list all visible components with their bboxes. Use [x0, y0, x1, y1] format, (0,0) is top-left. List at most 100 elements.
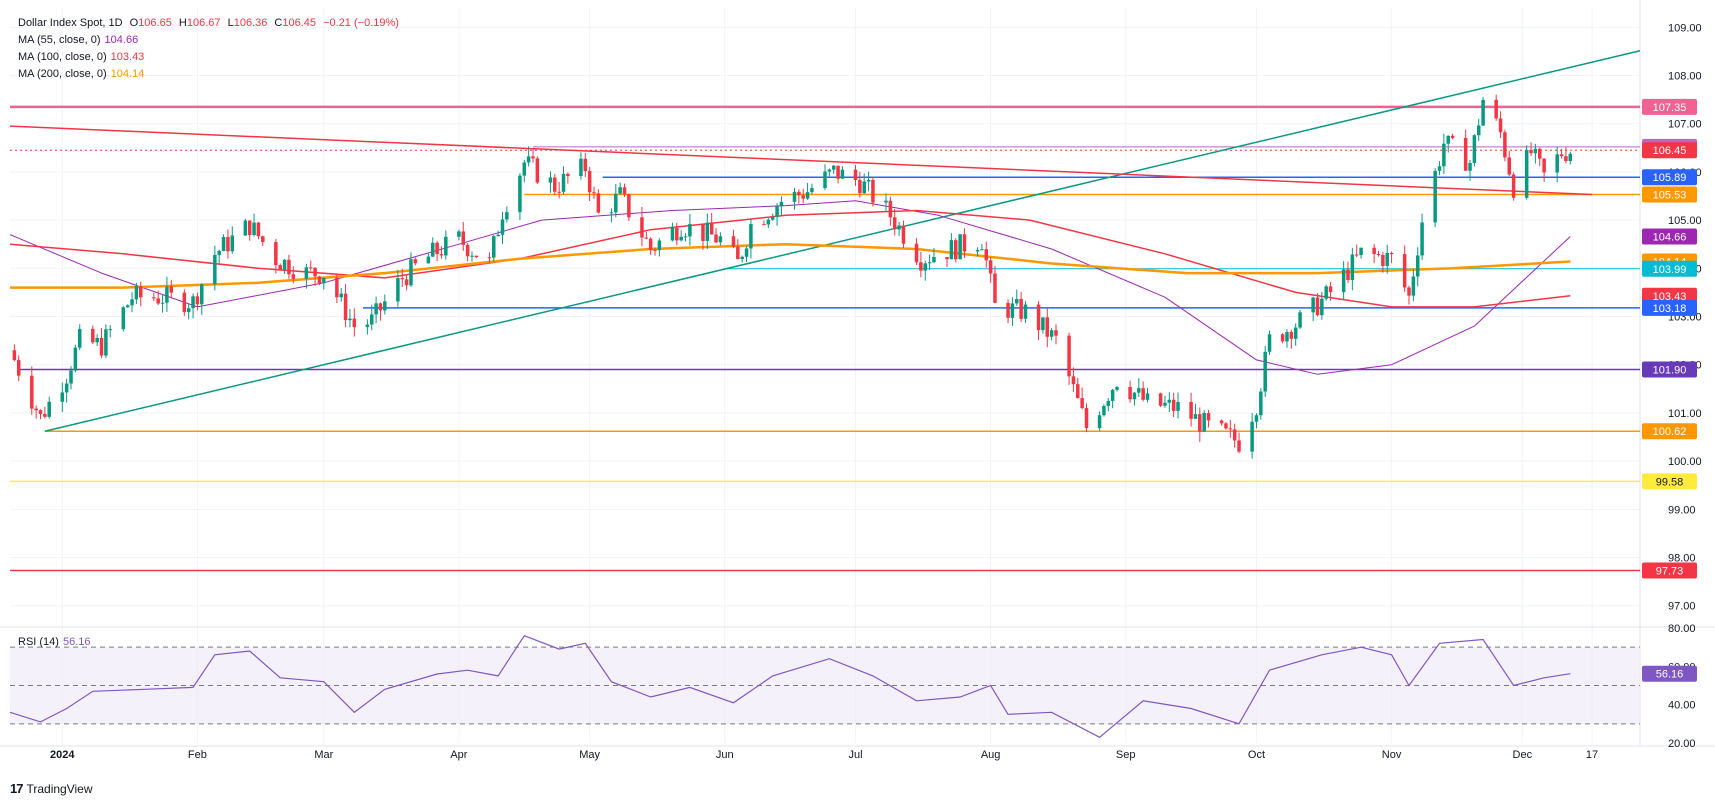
bull-candle	[1167, 392, 1172, 412]
bear-candle	[1463, 129, 1468, 171]
candle-body	[1311, 297, 1315, 313]
price-badge: 100.62	[1642, 423, 1697, 440]
bull-candle	[1359, 247, 1363, 259]
bull-candle	[1476, 118, 1481, 141]
bear-candle	[566, 172, 570, 184]
candle-body	[831, 165, 836, 170]
bull-candle	[923, 260, 927, 281]
candle-body	[766, 219, 771, 225]
candle-body	[130, 299, 134, 306]
bull-candle	[1102, 404, 1106, 417]
bear-candle	[1237, 432, 1241, 454]
bull-candle	[1446, 135, 1450, 153]
bull-candle	[1106, 398, 1111, 412]
price-tick-label: 108.00	[1668, 70, 1702, 82]
candle-body	[871, 179, 875, 203]
low-value: 106.36	[233, 17, 268, 29]
bear-candle	[1328, 282, 1333, 301]
bear-candle	[892, 208, 897, 236]
bull-candle	[949, 233, 954, 260]
candle-body	[548, 177, 553, 183]
time-tick-label: 17	[1586, 749, 1598, 761]
bull-candle	[670, 222, 675, 242]
bear-candle	[256, 222, 261, 240]
bear-candle	[91, 325, 95, 344]
candle-body	[291, 274, 296, 279]
bear-candle	[474, 255, 479, 258]
candle-body	[287, 259, 291, 275]
bull-candle	[252, 213, 256, 237]
bear-candle	[1189, 392, 1193, 427]
candle-body	[749, 224, 753, 249]
bull-candle	[64, 378, 69, 403]
price-badge-label: 103.18	[1653, 303, 1687, 315]
candle-body	[522, 162, 527, 176]
bull-candle	[374, 296, 378, 324]
bear-candle	[914, 238, 919, 265]
bear-candle	[701, 223, 705, 250]
bear-candle	[797, 189, 801, 204]
time-tick-label: Jul	[848, 749, 862, 761]
candle-body	[1320, 298, 1324, 316]
price-badge: 106.45	[1642, 142, 1697, 159]
candle-body	[278, 265, 282, 270]
candle-body	[426, 256, 431, 264]
bull-candle	[827, 168, 832, 177]
price-badge-bg	[1642, 423, 1697, 440]
tradingview-logo[interactable]: 17 TradingView	[10, 781, 93, 796]
time-tick-label: Jun	[716, 749, 734, 761]
candle-body	[165, 286, 169, 303]
candle-body	[125, 305, 130, 308]
bear-candle	[352, 308, 357, 337]
candle-body	[104, 329, 108, 356]
bull-candle	[1320, 291, 1324, 320]
candle-body	[191, 296, 195, 309]
bear-candle	[1289, 329, 1294, 349]
price-badge-label: 100.62	[1653, 426, 1687, 438]
bear-candle	[1036, 301, 1041, 340]
candle-body	[1289, 332, 1294, 339]
candle-body	[1163, 402, 1167, 406]
candle-body	[182, 292, 187, 313]
bull-candle	[60, 382, 65, 413]
candle-body	[618, 187, 622, 194]
candle-body	[1280, 334, 1285, 342]
candle-body	[1036, 304, 1041, 331]
bear-candle	[1067, 332, 1071, 385]
bull-candle	[823, 164, 827, 191]
candle-body	[1372, 247, 1376, 254]
bull-candle	[561, 166, 566, 195]
candle-body	[1158, 393, 1163, 406]
candle-body	[121, 307, 126, 330]
bear-candle	[1503, 129, 1507, 162]
price-badge: 103.99	[1642, 260, 1697, 277]
candle-body	[797, 191, 801, 196]
candle-body	[308, 267, 313, 269]
candle-body	[252, 222, 256, 235]
candle-body	[1206, 412, 1211, 421]
bull-candle	[1524, 145, 1529, 200]
bear-candle	[901, 220, 906, 248]
bear-candle	[343, 284, 348, 328]
price-badge-bg	[1642, 228, 1697, 245]
candle-body	[1503, 132, 1507, 158]
candle-body	[12, 350, 17, 361]
candle-body	[1389, 252, 1394, 255]
bull-candle	[1437, 161, 1442, 176]
time-tick-label: Nov	[1382, 749, 1402, 761]
candle-body	[962, 234, 967, 252]
bull-candle	[1385, 244, 1389, 274]
bull-candle	[165, 276, 169, 312]
bear-candle	[291, 266, 296, 284]
bull-candle	[548, 171, 553, 193]
price-tick-label: 101.00	[1668, 408, 1702, 420]
price-badge-bg	[1642, 169, 1697, 186]
candle-body	[169, 286, 174, 293]
candle-body	[1106, 400, 1111, 407]
price-tick-label: 107.00	[1668, 119, 1702, 131]
candle-body	[518, 175, 522, 213]
candle-body	[1315, 297, 1320, 316]
bull-candle	[1163, 395, 1167, 408]
candle-body	[1446, 135, 1450, 144]
